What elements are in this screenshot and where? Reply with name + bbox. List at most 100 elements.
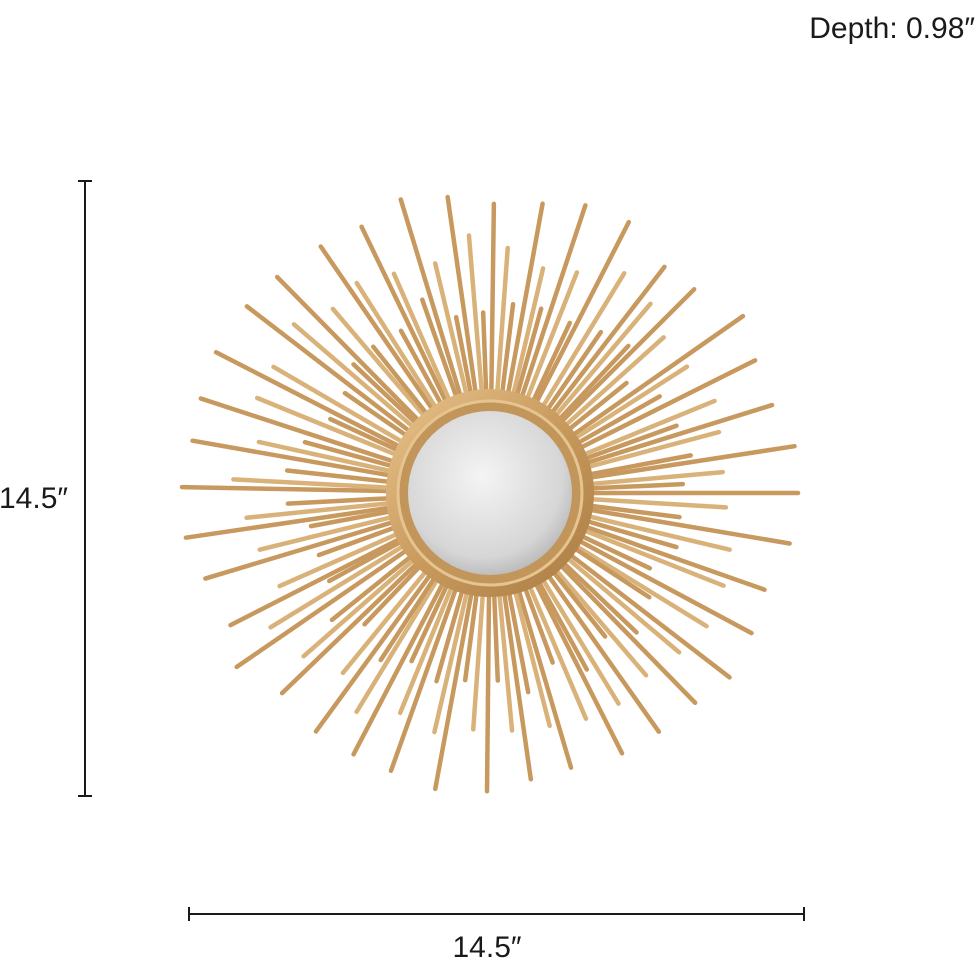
ray [512, 587, 552, 729]
ray [228, 536, 404, 628]
ray [279, 560, 421, 696]
ray [388, 584, 459, 774]
ray [274, 274, 423, 425]
ray [566, 551, 732, 680]
mirror [386, 389, 594, 597]
ray [560, 559, 639, 635]
ray [519, 203, 588, 401]
ray [359, 224, 449, 406]
ray [583, 518, 679, 550]
ray [213, 350, 404, 450]
ray [556, 343, 631, 423]
ray [526, 582, 589, 721]
height-label: 14.5″ [0, 482, 68, 515]
ray [466, 233, 485, 396]
ray [183, 505, 394, 540]
ray [301, 556, 418, 659]
ray [328, 416, 402, 454]
ray [494, 245, 510, 396]
ray [586, 507, 792, 546]
ray [351, 579, 446, 757]
ray [571, 364, 690, 442]
ray [524, 270, 580, 403]
ray [342, 390, 410, 439]
ray [316, 524, 399, 558]
ray [354, 576, 441, 715]
ray [326, 538, 405, 584]
ray [285, 495, 393, 506]
ray [552, 301, 653, 419]
ray [581, 423, 679, 462]
ray [445, 194, 479, 397]
ray [516, 586, 574, 770]
ray [256, 439, 395, 474]
ray [330, 306, 428, 420]
ray [371, 344, 430, 418]
ray [539, 271, 627, 410]
ray [583, 402, 775, 466]
ray [420, 297, 460, 401]
ray [398, 328, 445, 408]
ray [572, 543, 709, 629]
ray [391, 271, 453, 404]
ray [203, 519, 397, 581]
ray [539, 576, 621, 706]
ray [580, 527, 726, 588]
ray [484, 590, 492, 794]
ray [329, 553, 415, 623]
ray [565, 380, 629, 433]
ray [244, 500, 393, 520]
width-label: 14.5″ [452, 931, 521, 964]
ray [544, 329, 604, 413]
ray [291, 322, 417, 431]
ray [535, 578, 590, 672]
ray [254, 395, 400, 458]
ray [198, 396, 398, 465]
ray [277, 531, 401, 589]
ray [550, 568, 608, 639]
ray [587, 481, 686, 491]
ray [378, 574, 438, 663]
ray [587, 496, 729, 510]
depth-label: Depth: 0.98″ [809, 12, 975, 45]
ray [558, 287, 697, 425]
ray [586, 503, 682, 520]
ray [432, 261, 470, 398]
ray [578, 533, 653, 571]
ray [532, 579, 625, 756]
ray [569, 313, 746, 438]
width-dimension: 14.5″ [188, 907, 805, 964]
ray [522, 584, 555, 665]
ray [585, 513, 732, 552]
ray [234, 547, 410, 670]
ray [530, 320, 573, 405]
ray [491, 590, 501, 683]
height-dimension: 14.5″ [0, 180, 92, 797]
ray [231, 477, 393, 490]
ray [545, 572, 662, 734]
ray [434, 586, 465, 684]
ray [354, 280, 439, 411]
ray [499, 301, 516, 396]
ray [582, 523, 767, 592]
ray [510, 266, 546, 398]
ray [302, 439, 396, 469]
ray [587, 469, 725, 487]
ray [257, 514, 396, 552]
ray [564, 555, 682, 655]
ray [571, 545, 652, 600]
ray [533, 219, 632, 407]
ray [562, 335, 666, 429]
ray [397, 583, 455, 716]
ray [271, 364, 406, 445]
ray [506, 588, 531, 695]
ray [586, 443, 797, 481]
ray [190, 438, 394, 478]
ray [548, 264, 667, 417]
ray [284, 468, 393, 485]
ray [432, 588, 470, 735]
ray [244, 304, 413, 435]
ray [575, 537, 754, 636]
